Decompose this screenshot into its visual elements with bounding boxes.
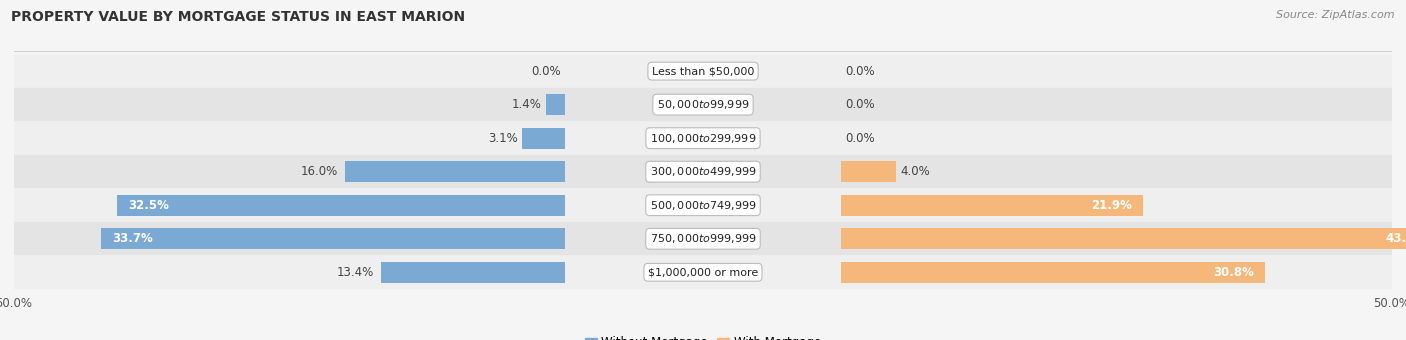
- Bar: [841, 228, 1406, 249]
- Bar: [117, 195, 565, 216]
- Bar: [523, 128, 565, 149]
- Text: 1.4%: 1.4%: [512, 98, 541, 111]
- Text: $1,000,000 or more: $1,000,000 or more: [648, 267, 758, 277]
- Text: 0.0%: 0.0%: [845, 98, 875, 111]
- Text: $300,000 to $499,999: $300,000 to $499,999: [650, 165, 756, 178]
- FancyBboxPatch shape: [14, 88, 1392, 121]
- Text: 21.9%: 21.9%: [1091, 199, 1132, 212]
- Text: 13.4%: 13.4%: [336, 266, 374, 279]
- Text: 0.0%: 0.0%: [845, 65, 875, 78]
- Text: 0.0%: 0.0%: [845, 132, 875, 145]
- Bar: [381, 262, 565, 283]
- Bar: [841, 161, 896, 182]
- Bar: [841, 262, 1265, 283]
- Text: 32.5%: 32.5%: [128, 199, 169, 212]
- FancyBboxPatch shape: [14, 155, 1392, 188]
- Legend: Without Mortgage, With Mortgage: Without Mortgage, With Mortgage: [581, 332, 825, 340]
- Text: 0.0%: 0.0%: [531, 65, 561, 78]
- Text: 30.8%: 30.8%: [1213, 266, 1254, 279]
- FancyBboxPatch shape: [14, 222, 1392, 256]
- FancyBboxPatch shape: [14, 121, 1392, 155]
- Text: $500,000 to $749,999: $500,000 to $749,999: [650, 199, 756, 212]
- Text: PROPERTY VALUE BY MORTGAGE STATUS IN EAST MARION: PROPERTY VALUE BY MORTGAGE STATUS IN EAS…: [11, 10, 465, 24]
- Text: $750,000 to $999,999: $750,000 to $999,999: [650, 232, 756, 245]
- Text: 43.3%: 43.3%: [1385, 232, 1406, 245]
- Text: 4.0%: 4.0%: [900, 165, 929, 178]
- Text: 16.0%: 16.0%: [301, 165, 337, 178]
- Text: $50,000 to $99,999: $50,000 to $99,999: [657, 98, 749, 111]
- Text: Source: ZipAtlas.com: Source: ZipAtlas.com: [1277, 10, 1395, 20]
- Bar: [344, 161, 565, 182]
- FancyBboxPatch shape: [14, 54, 1392, 88]
- Text: 33.7%: 33.7%: [112, 232, 153, 245]
- FancyBboxPatch shape: [14, 188, 1392, 222]
- Bar: [841, 195, 1143, 216]
- Text: Less than $50,000: Less than $50,000: [652, 66, 754, 76]
- Bar: [101, 228, 565, 249]
- Bar: [546, 94, 565, 115]
- Text: 3.1%: 3.1%: [489, 132, 519, 145]
- FancyBboxPatch shape: [14, 256, 1392, 289]
- Text: $100,000 to $299,999: $100,000 to $299,999: [650, 132, 756, 145]
